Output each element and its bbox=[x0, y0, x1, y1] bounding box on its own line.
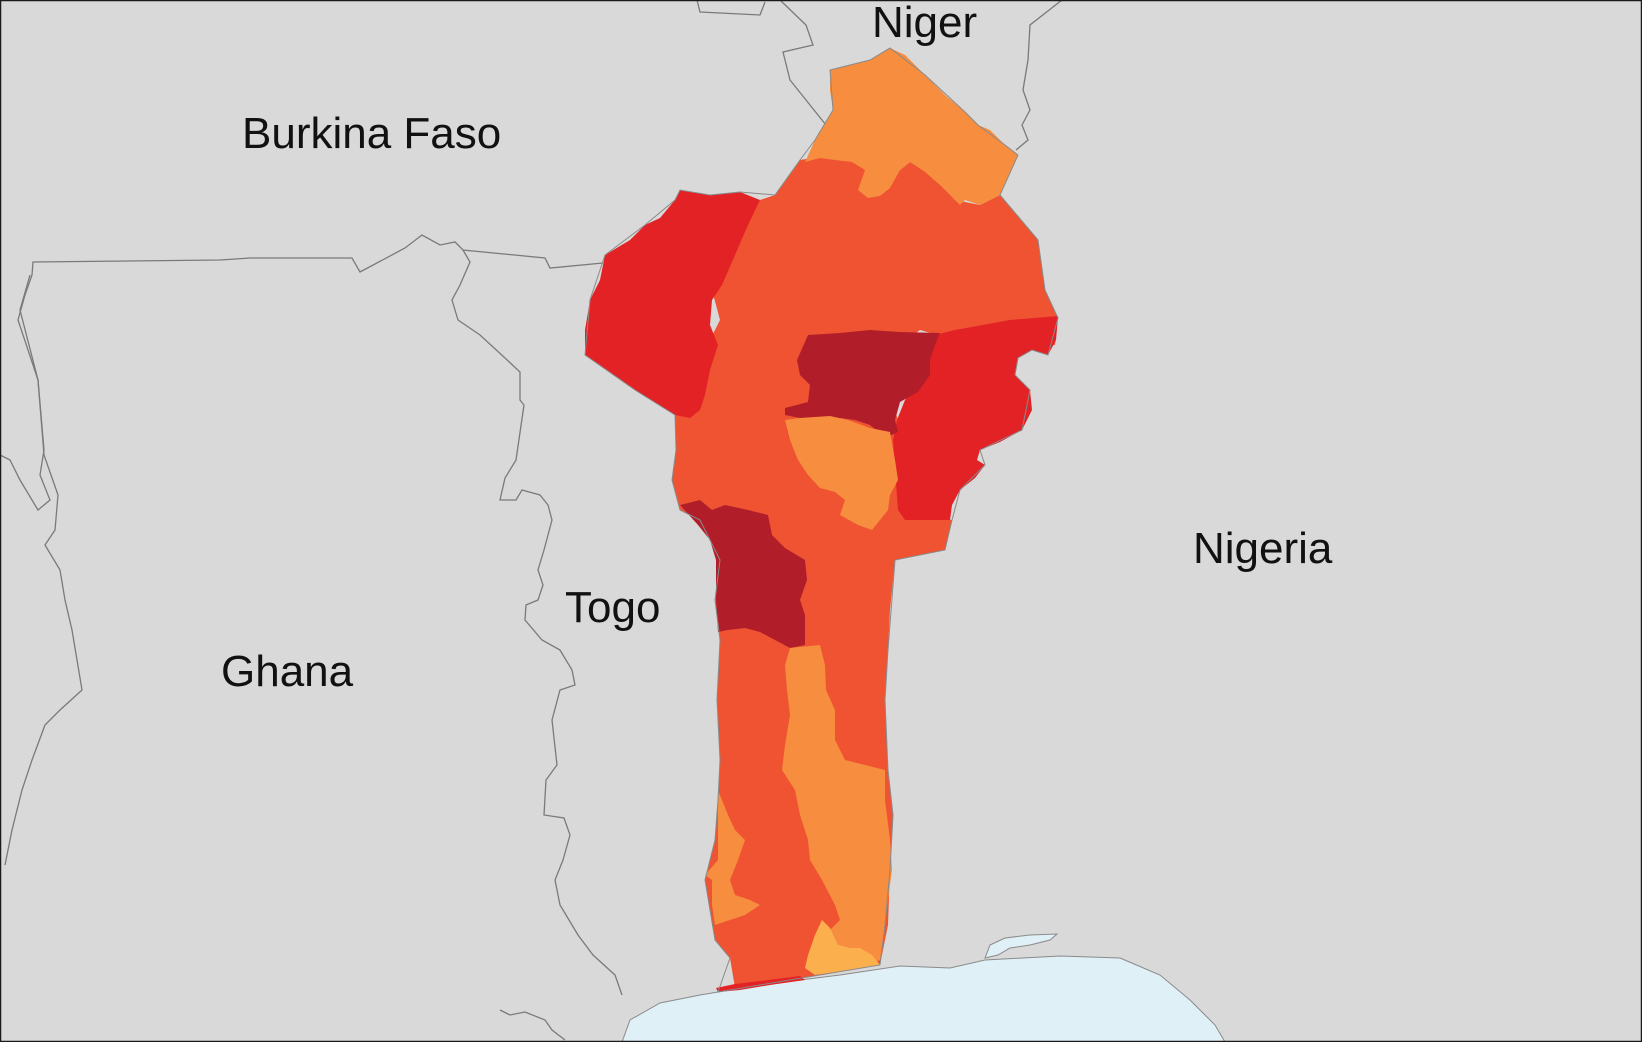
benin-regions bbox=[585, 48, 1058, 992]
label-niger: Niger bbox=[872, 0, 977, 47]
region-central-body bbox=[672, 155, 1058, 988]
region-southwest-light bbox=[705, 790, 760, 925]
region-coast-edge bbox=[716, 976, 805, 992]
benin-outline bbox=[584, 47, 1059, 993]
border-niger-nigeria-north bbox=[1015, 0, 1063, 151]
border-ghana-burkina bbox=[0, 234, 604, 511]
label-burkina-faso: Burkina Faso bbox=[242, 109, 501, 158]
region-central-dark bbox=[785, 330, 940, 438]
border-ghana-togo bbox=[451, 249, 623, 996]
region-south-light bbox=[782, 645, 892, 965]
label-ghana: Ghana bbox=[221, 647, 354, 696]
label-togo: Togo bbox=[565, 583, 660, 632]
region-central-light bbox=[785, 416, 898, 530]
region-east bbox=[893, 316, 1058, 520]
border-coast-inlet bbox=[499, 1009, 566, 1041]
region-coast-yellow bbox=[805, 920, 880, 975]
region-north-tip bbox=[805, 48, 1018, 205]
gulf-of-guinea bbox=[621, 955, 1226, 1042]
region-northwest bbox=[585, 190, 760, 418]
neighbor-borders bbox=[0, 0, 1063, 1041]
coastal-lagoon bbox=[984, 933, 1059, 959]
label-nigeria: Nigeria bbox=[1193, 524, 1333, 573]
border-burkina-niger-north bbox=[696, 0, 839, 141]
region-west-dark bbox=[680, 500, 807, 648]
border-ghana-west bbox=[4, 274, 83, 866]
